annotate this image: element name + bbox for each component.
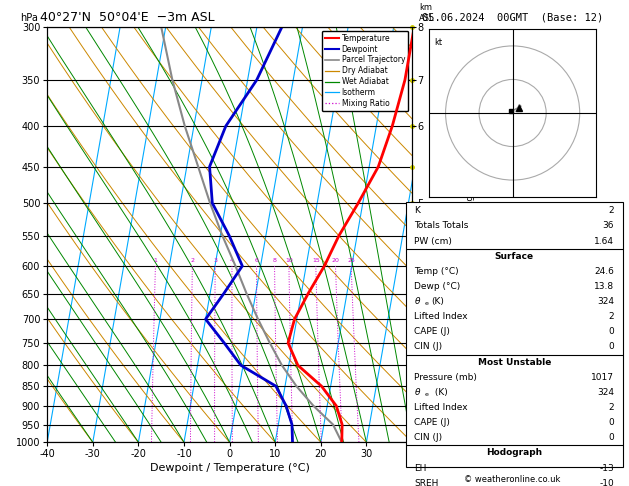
Text: -13: -13 — [599, 464, 614, 472]
Text: hPa: hPa — [20, 13, 38, 22]
Text: 40°27'N  50°04'E  −3m ASL: 40°27'N 50°04'E −3m ASL — [40, 11, 214, 24]
Text: PW (cm): PW (cm) — [415, 237, 452, 245]
Text: 24.6: 24.6 — [594, 267, 614, 276]
Text: Pressure (mb): Pressure (mb) — [415, 373, 477, 382]
Text: Hodograph: Hodograph — [486, 449, 542, 457]
Text: LCL: LCL — [420, 383, 435, 393]
Text: Lifted Index: Lifted Index — [415, 403, 468, 412]
Text: 324: 324 — [597, 388, 614, 397]
Text: 2: 2 — [608, 403, 614, 412]
Text: θ: θ — [415, 297, 420, 306]
Text: θ: θ — [415, 388, 420, 397]
Text: 0: 0 — [608, 343, 614, 351]
Text: kt: kt — [434, 37, 442, 47]
Text: Most Unstable: Most Unstable — [477, 358, 551, 366]
Text: 1.64: 1.64 — [594, 237, 614, 245]
Text: 2: 2 — [608, 312, 614, 321]
Text: e: e — [424, 392, 428, 397]
Text: 13.8: 13.8 — [594, 282, 614, 291]
Text: 25: 25 — [347, 259, 355, 263]
Text: e: e — [424, 301, 428, 306]
Text: 1: 1 — [153, 259, 157, 263]
Text: -10: -10 — [599, 479, 614, 486]
Text: 2: 2 — [191, 259, 194, 263]
Text: (K): (K) — [431, 388, 447, 397]
Text: 0: 0 — [608, 328, 614, 336]
Text: Mixing Ratio (g/kg): Mixing Ratio (g/kg) — [466, 191, 475, 278]
Text: CIN (J): CIN (J) — [415, 434, 443, 442]
Text: 3: 3 — [213, 259, 217, 263]
Text: (K): (K) — [431, 297, 445, 306]
Text: 0: 0 — [608, 434, 614, 442]
Text: 36: 36 — [603, 222, 614, 230]
Text: Surface: Surface — [494, 252, 534, 260]
X-axis label: Dewpoint / Temperature (°C): Dewpoint / Temperature (°C) — [150, 463, 309, 473]
Text: Temp (°C): Temp (°C) — [415, 267, 459, 276]
Text: Dewp (°C): Dewp (°C) — [415, 282, 460, 291]
Text: 4: 4 — [230, 259, 234, 263]
Text: km
ASL: km ASL — [420, 3, 435, 22]
Text: 324: 324 — [597, 297, 614, 306]
Text: 2: 2 — [608, 206, 614, 215]
Text: K: K — [415, 206, 420, 215]
Text: CIN (J): CIN (J) — [415, 343, 443, 351]
Text: EH: EH — [415, 464, 426, 472]
Text: 1017: 1017 — [591, 373, 614, 382]
Text: 20: 20 — [331, 259, 340, 263]
Text: Totals Totals: Totals Totals — [415, 222, 469, 230]
Text: 15: 15 — [312, 259, 320, 263]
Text: CAPE (J): CAPE (J) — [415, 418, 450, 427]
Text: SREH: SREH — [415, 479, 439, 486]
Text: © weatheronline.co.uk: © weatheronline.co.uk — [464, 474, 561, 484]
Text: CAPE (J): CAPE (J) — [415, 328, 450, 336]
Text: 0: 0 — [608, 418, 614, 427]
Text: 05.06.2024  00GMT  (Base: 12): 05.06.2024 00GMT (Base: 12) — [422, 12, 603, 22]
Text: 8: 8 — [272, 259, 277, 263]
Text: Lifted Index: Lifted Index — [415, 312, 468, 321]
Text: 6: 6 — [255, 259, 259, 263]
Legend: Temperature, Dewpoint, Parcel Trajectory, Dry Adiabat, Wet Adiabat, Isotherm, Mi: Temperature, Dewpoint, Parcel Trajectory… — [322, 31, 408, 111]
Text: 10: 10 — [285, 259, 292, 263]
